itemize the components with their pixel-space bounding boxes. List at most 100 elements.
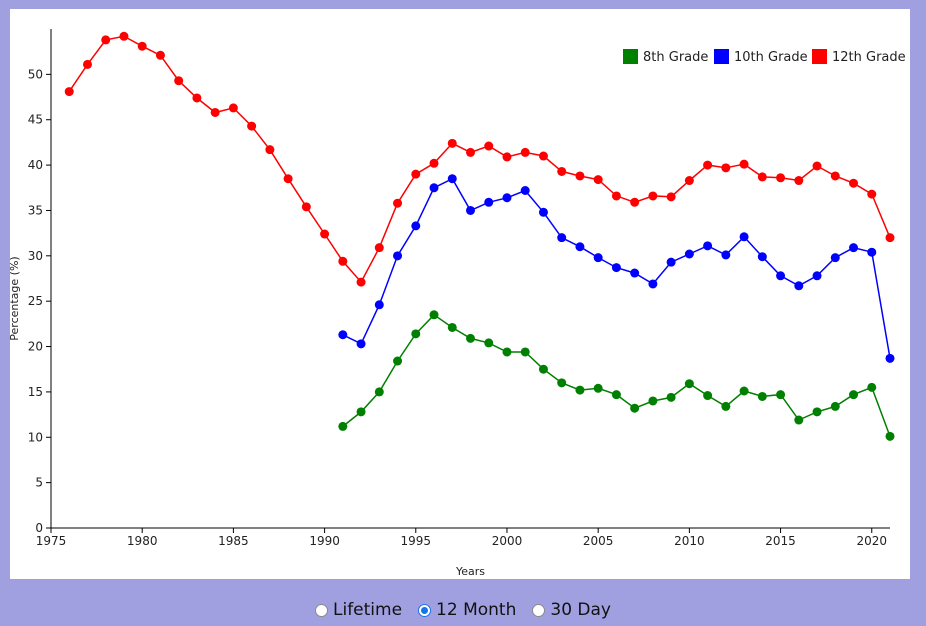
data-point[interactable] [520, 185, 530, 195]
data-point[interactable] [739, 232, 749, 242]
data-point[interactable] [812, 407, 822, 417]
data-point[interactable] [575, 242, 585, 252]
data-point[interactable] [703, 241, 713, 251]
data-point[interactable] [611, 191, 621, 201]
data-point[interactable] [210, 107, 220, 117]
data-point[interactable] [757, 172, 767, 182]
data-point[interactable] [575, 385, 585, 395]
data-point[interactable] [666, 392, 676, 402]
data-point[interactable] [466, 205, 475, 215]
data-point[interactable] [356, 339, 366, 349]
data-point[interactable] [283, 174, 293, 184]
range-option-30-day[interactable]: 30 Day [532, 600, 611, 620]
data-point[interactable] [374, 243, 384, 253]
data-point[interactable] [830, 253, 840, 263]
data-point[interactable] [776, 271, 786, 281]
radio-button-icon[interactable] [532, 603, 546, 617]
data-point[interactable] [320, 229, 330, 239]
data-point[interactable] [484, 141, 494, 151]
data-point[interactable] [812, 271, 822, 281]
data-point[interactable] [447, 322, 457, 332]
data-point[interactable] [538, 207, 548, 217]
data-point[interactable] [849, 178, 859, 188]
data-point[interactable] [575, 171, 585, 181]
data-point[interactable] [666, 192, 676, 202]
data-point[interactable] [502, 152, 512, 162]
data-point[interactable] [228, 103, 238, 113]
data-point[interactable] [466, 147, 475, 157]
data-point[interactable] [155, 50, 165, 60]
data-point[interactable] [119, 31, 129, 41]
data-point[interactable] [830, 401, 840, 411]
data-point[interactable] [885, 233, 895, 243]
data-point[interactable] [593, 175, 603, 185]
data-point[interactable] [192, 93, 202, 103]
data-point[interactable] [82, 59, 92, 69]
data-point[interactable] [593, 253, 603, 263]
data-point[interactable] [794, 415, 804, 425]
data-point[interactable] [64, 87, 74, 97]
data-point[interactable] [885, 431, 895, 441]
data-point[interactable] [648, 396, 658, 406]
data-point[interactable] [174, 76, 184, 86]
data-point[interactable] [466, 333, 475, 343]
radio-button-icon[interactable] [315, 603, 328, 617]
data-point[interactable] [538, 151, 548, 161]
data-point[interactable] [338, 256, 348, 266]
data-point[interactable] [721, 163, 731, 173]
radio-button-icon[interactable] [418, 603, 432, 617]
data-point[interactable] [648, 279, 658, 289]
data-point[interactable] [885, 353, 895, 363]
data-point[interactable] [666, 257, 676, 267]
data-point[interactable] [538, 364, 548, 374]
data-point[interactable] [356, 407, 366, 417]
data-point[interactable] [393, 356, 403, 366]
data-point[interactable] [101, 35, 111, 45]
data-point[interactable] [630, 403, 640, 413]
data-point[interactable] [867, 247, 877, 257]
data-point[interactable] [393, 198, 403, 208]
data-point[interactable] [393, 251, 403, 261]
data-point[interactable] [684, 379, 694, 389]
data-point[interactable] [137, 41, 147, 51]
data-point[interactable] [684, 176, 694, 186]
data-point[interactable] [429, 158, 439, 168]
data-point[interactable] [356, 277, 366, 287]
data-point[interactable] [338, 421, 348, 431]
data-point[interactable] [867, 189, 877, 199]
data-point[interactable] [374, 387, 384, 397]
data-point[interactable] [703, 160, 713, 170]
data-point[interactable] [721, 401, 731, 411]
data-point[interactable] [757, 391, 767, 401]
data-point[interactable] [739, 386, 749, 396]
data-point[interactable] [830, 171, 840, 181]
data-point[interactable] [776, 173, 786, 183]
data-point[interactable] [739, 159, 749, 169]
data-point[interactable] [630, 268, 640, 278]
data-point[interactable] [429, 310, 439, 320]
data-point[interactable] [447, 138, 457, 148]
data-point[interactable] [557, 378, 567, 388]
data-point[interactable] [721, 250, 731, 260]
data-point[interactable] [447, 174, 457, 184]
data-point[interactable] [411, 169, 421, 179]
data-point[interactable] [794, 281, 804, 291]
data-point[interactable] [703, 391, 713, 401]
data-point[interactable] [520, 147, 530, 157]
data-point[interactable] [557, 166, 567, 176]
range-option-12-month[interactable]: 12 Month [418, 600, 516, 620]
data-point[interactable] [265, 145, 275, 155]
data-point[interactable] [648, 191, 658, 201]
data-point[interactable] [557, 233, 567, 243]
data-point[interactable] [484, 338, 494, 348]
data-point[interactable] [849, 243, 859, 253]
data-point[interactable] [812, 161, 822, 171]
data-point[interactable] [776, 390, 786, 400]
data-point[interactable] [630, 197, 640, 207]
range-option-lifetime[interactable]: Lifetime [315, 600, 402, 620]
data-point[interactable] [611, 390, 621, 400]
data-point[interactable] [374, 300, 384, 310]
data-point[interactable] [484, 197, 494, 207]
data-point[interactable] [593, 383, 603, 393]
data-point[interactable] [411, 329, 421, 339]
